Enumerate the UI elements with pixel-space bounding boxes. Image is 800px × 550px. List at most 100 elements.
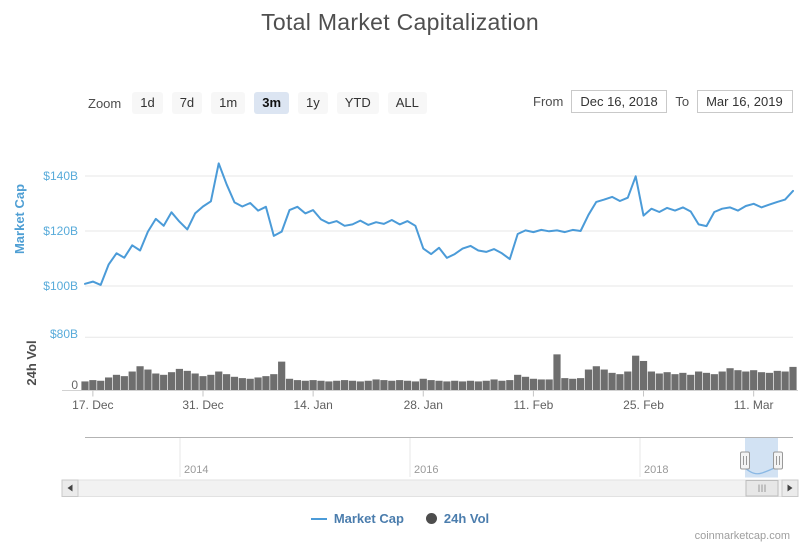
to-label: To [675, 94, 690, 109]
chart-legend: Market Cap 24h Vol [0, 511, 800, 526]
volume-bar [380, 380, 388, 390]
volume-bar [553, 354, 561, 390]
volume-bar [765, 372, 773, 390]
volume-bar [545, 379, 553, 390]
volume-bar [341, 380, 349, 390]
volume-bar [608, 372, 616, 390]
scrollbar-left-arrow-icon [67, 484, 73, 492]
volume-bar [639, 360, 648, 390]
watermark: coinmarketcap.com [694, 530, 790, 542]
volume-bar [702, 372, 711, 390]
volume-bar [223, 374, 231, 390]
navigator-selected-range[interactable] [745, 438, 778, 478]
volume-bar [89, 380, 97, 390]
zoom-button-1d[interactable]: 1d [132, 92, 163, 114]
volume-bar [175, 368, 183, 390]
legend-label: 24h Vol [443, 511, 490, 526]
volume-bar [262, 376, 270, 390]
zoom-button-7d[interactable]: 7d [171, 92, 203, 114]
volume-bar [427, 380, 435, 390]
from-date-input[interactable] [571, 90, 668, 113]
volume-bar [254, 377, 262, 390]
volume-bar [207, 374, 215, 390]
x-axis-tick-label: 14. Jan [293, 398, 332, 412]
volume-bar [647, 371, 655, 390]
zoom-button-1m[interactable]: 1m [211, 92, 246, 114]
volume-bar [105, 377, 113, 390]
zoom-button-1y[interactable]: 1y [298, 92, 328, 114]
volume-bar [600, 369, 608, 390]
volume-bar [183, 370, 191, 390]
zoom-button-all[interactable]: ALL [387, 92, 427, 114]
navigator-year-label: 2018 [644, 464, 668, 476]
volume-bar [451, 380, 459, 390]
cap-axis-tick-label: $100B [43, 279, 78, 293]
volume-bar [482, 380, 490, 390]
line-swatch-icon [310, 517, 327, 520]
volume-bar [246, 378, 254, 390]
volume-bar [529, 378, 537, 390]
volume-bar [671, 374, 679, 390]
volume-bar [569, 378, 577, 390]
x-axis-tick-label: 11. Feb [513, 398, 553, 412]
legend-item-24h-vol[interactable]: 24h Vol [425, 511, 490, 526]
volume-bar [687, 374, 695, 390]
volume-bar [191, 373, 199, 390]
volume-bar [167, 372, 176, 390]
market-cap-line [84, 162, 794, 286]
x-axis-tick-label: 17. Dec [72, 398, 113, 412]
volume-bar [577, 378, 585, 390]
volume-bar [285, 378, 294, 390]
volume-bar [160, 374, 168, 390]
volume-bar [364, 380, 372, 390]
volume-bar [333, 380, 341, 390]
volume-bar [498, 380, 506, 390]
scrollbar-track[interactable] [61, 479, 799, 497]
to-date-input[interactable] [697, 90, 794, 113]
legend-item-market-cap[interactable]: Market Cap [310, 511, 404, 526]
volume-bar [695, 371, 703, 390]
volume-bar [435, 380, 443, 390]
zoom-label: Zoom [88, 95, 122, 111]
volume-bar [136, 366, 144, 390]
volume-bar [388, 380, 396, 390]
volume-bar [278, 361, 286, 390]
volume-bar [750, 370, 758, 390]
scrollbar-right-arrow-icon [787, 484, 793, 492]
navigator-year-label: 2016 [414, 464, 438, 476]
volume-bar [710, 374, 718, 390]
x-axis-tick-label: 31. Dec [182, 398, 223, 412]
zoom-button-ytd[interactable]: YTD [336, 92, 379, 114]
volume-bar [632, 355, 640, 390]
volume-bar [514, 374, 522, 390]
volume-bar [270, 374, 278, 390]
volume-bar [128, 371, 136, 390]
volume-bar [757, 372, 766, 390]
volume-bar [230, 376, 239, 390]
x-axis-tick-label: 11. Mar [734, 398, 774, 412]
x-axis-tick-label: 25. Feb [623, 398, 664, 412]
volume-bar [396, 380, 404, 390]
chart-title: Total Market Capitalization [261, 9, 539, 35]
volume-bar [789, 366, 797, 390]
volume-bar [726, 368, 734, 390]
legend-label: Market Cap [333, 511, 404, 526]
volume-bar [215, 371, 223, 390]
vol-axis-tick-label: 0 [71, 378, 78, 392]
navigator-left-handle[interactable] [740, 451, 750, 470]
volume-bar [443, 381, 451, 390]
volume-bar [584, 369, 593, 390]
zoom-button-3m[interactable]: 3m [254, 92, 290, 114]
volume-bar [301, 380, 309, 390]
volume-bar [419, 378, 427, 390]
volume-bar [403, 380, 412, 390]
volume-bar [474, 381, 482, 390]
volume-bar [466, 380, 475, 390]
volume-bar [372, 379, 380, 390]
navigator-right-handle[interactable] [773, 451, 783, 470]
volume-bar [561, 378, 569, 390]
range-selector: From To [533, 90, 794, 113]
volume-bar [781, 371, 789, 390]
